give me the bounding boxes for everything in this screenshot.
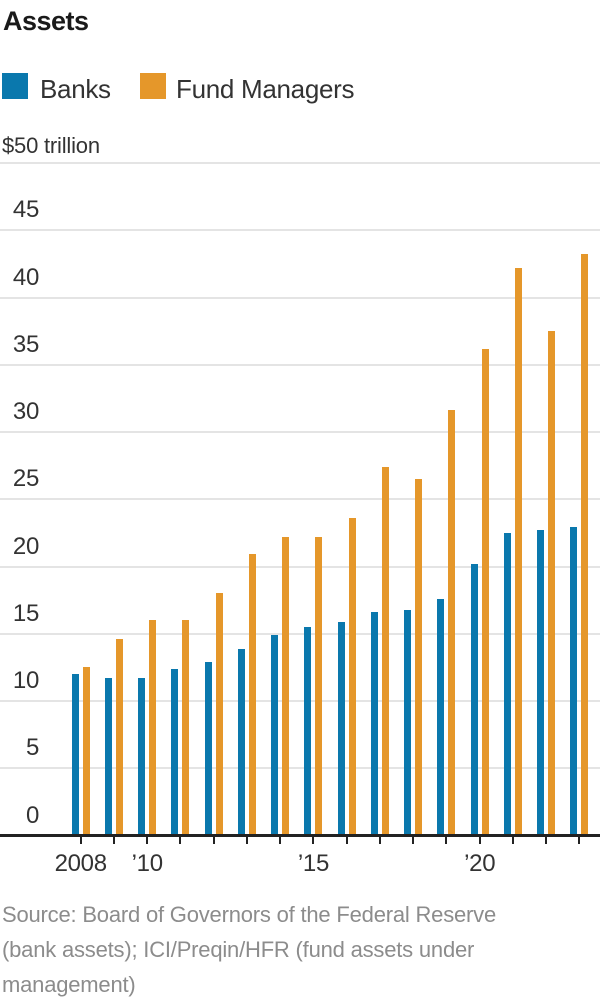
bar-fund-managers-2022 <box>548 331 556 836</box>
x-label-2015: ’15 <box>297 850 329 877</box>
bar-banks-2009 <box>104 678 112 836</box>
y-tick-label-30: 30 <box>12 398 39 425</box>
chart-title: Assets <box>3 6 89 36</box>
x-tick-2016 <box>345 837 348 844</box>
bar-banks-2017 <box>370 612 378 836</box>
bar-banks-2021 <box>503 532 511 836</box>
x-label-2010: ’10 <box>131 850 163 877</box>
x-axis-line <box>0 834 600 837</box>
bar-fund-managers-2013 <box>248 554 256 836</box>
x-tick-2021 <box>511 837 514 844</box>
y-tick-label-20: 20 <box>12 532 39 560</box>
x-tick-2008 <box>79 837 82 844</box>
bar-banks-2020 <box>470 563 478 836</box>
gridline-20 <box>0 565 600 568</box>
legend-label-fund-managers: Fund Managers <box>176 74 355 104</box>
gridline-5 <box>0 767 600 770</box>
bar-fund-managers-2014 <box>282 536 290 836</box>
y-tick-label-35: 35 <box>12 330 39 358</box>
legend-swatch-banks <box>2 73 28 99</box>
y-tick-label-45: 45 <box>12 196 39 224</box>
bar-banks-2016 <box>337 621 345 836</box>
bar-fund-managers-2018 <box>415 479 423 836</box>
bar-fund-managers-2017 <box>381 466 389 836</box>
bar-fund-managers-2016 <box>348 518 356 836</box>
x-tick-2019 <box>445 837 448 844</box>
bar-banks-2012 <box>204 661 212 836</box>
bar-banks-2008 <box>71 674 79 836</box>
bar-fund-managers-2011 <box>182 620 190 836</box>
bar-banks-2010 <box>138 678 146 836</box>
source-line: Source: Board of Governors of the Federa… <box>2 902 497 927</box>
y-tick-label-10: 10 <box>12 667 39 694</box>
bar-fund-managers-2021 <box>514 267 522 836</box>
source-line: (bank assets); ICI/Preqin/HFR (fund asse… <box>2 937 475 962</box>
legend-label-banks: Banks <box>40 74 111 104</box>
y-tick-label-5: 5 <box>25 734 39 762</box>
bar-fund-managers-2012 <box>215 593 223 836</box>
bar-banks-2015 <box>304 627 312 836</box>
x-label-2008: 2008 <box>54 850 108 877</box>
bar-fund-managers-2020 <box>481 348 489 836</box>
gridline-15 <box>0 632 600 635</box>
bar-fund-managers-2023 <box>581 254 589 836</box>
bar-banks-2018 <box>404 609 412 836</box>
x-tick-2009 <box>112 837 115 844</box>
y-axis-unit-label: $50 trillion <box>2 133 100 158</box>
bar-fund-managers-2010 <box>149 620 157 836</box>
gridline-30 <box>0 431 600 433</box>
x-tick-2023 <box>578 837 581 844</box>
gridline-25 <box>0 498 600 501</box>
bar-banks-2013 <box>237 648 245 836</box>
x-tick-2012 <box>212 837 215 844</box>
y-tick-label-25: 25 <box>12 465 39 493</box>
y-tick-label-15: 15 <box>12 599 39 627</box>
x-tick-2017 <box>378 837 381 844</box>
x-tick-2010 <box>146 837 149 844</box>
source-line: management) <box>2 972 136 997</box>
bar-banks-2011 <box>171 668 179 836</box>
bar-fund-managers-2019 <box>448 410 456 836</box>
x-tick-2011 <box>179 837 182 844</box>
source-note: Source: Board of Governors of the Federa… <box>2 897 587 1002</box>
gridline-40 <box>0 296 600 299</box>
gridline-35 <box>0 363 600 366</box>
x-tick-2015 <box>312 837 315 844</box>
bar-banks-2014 <box>271 635 279 836</box>
bar-fund-managers-2015 <box>315 536 323 836</box>
x-tick-2018 <box>412 837 415 844</box>
x-tick-2014 <box>279 837 282 844</box>
bar-banks-2023 <box>570 527 578 836</box>
y-tick-label-40: 40 <box>12 263 39 291</box>
gridline-10 <box>0 700 600 702</box>
bar-banks-2019 <box>437 598 445 836</box>
legend-swatch-fund-managers <box>140 73 166 99</box>
x-label-2020: ’20 <box>464 850 496 877</box>
gridline-45 <box>0 229 600 232</box>
bar-fund-managers-2008 <box>82 667 90 836</box>
bar-banks-2022 <box>537 530 545 836</box>
bar-fund-managers-2009 <box>115 639 123 836</box>
x-tick-2022 <box>545 837 548 844</box>
x-tick-2020 <box>478 837 481 844</box>
y-tick-label-0: 0 <box>25 801 39 829</box>
gridline-50 <box>0 162 600 164</box>
x-tick-2013 <box>245 837 248 844</box>
